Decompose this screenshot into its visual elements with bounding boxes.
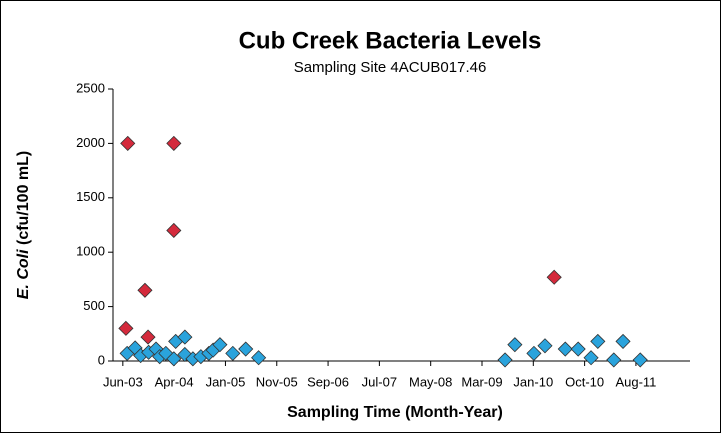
chart-subtitle: Sampling Site 4ACUB017.46 [294, 59, 487, 76]
data-point [166, 351, 182, 367]
data-point [570, 341, 586, 357]
x-tick-label: Jun-03 [103, 374, 143, 389]
x-tick-label: Jul-07 [362, 374, 397, 389]
x-tick-label: Jan-05 [206, 374, 246, 389]
data-point [251, 350, 267, 366]
data-point [166, 222, 182, 239]
x-axis-title: Sampling Time (Month-Year) [287, 404, 503, 421]
y-tick-label: 500 [83, 298, 105, 313]
x-tick-label: Mar-09 [461, 374, 502, 389]
x-tick-label: Apr-04 [155, 374, 194, 389]
data-point [507, 337, 523, 353]
data-point [526, 345, 542, 361]
x-tick-label: Jan-10 [513, 374, 553, 389]
data-point [212, 337, 228, 353]
data-point [225, 345, 241, 361]
x-tick-label: Nov-05 [256, 374, 298, 389]
data-point [537, 338, 553, 354]
data-point [137, 282, 153, 298]
data-point [140, 329, 156, 345]
x-tick-label: May-08 [409, 374, 452, 389]
x-tick-label: Aug-11 [615, 374, 656, 389]
y-tick-label: 1000 [76, 244, 105, 259]
data-point [177, 329, 193, 345]
y-tick-label: 1500 [76, 189, 105, 204]
data-point [590, 333, 606, 349]
data-point [166, 135, 182, 151]
data-point [583, 350, 599, 366]
data-point [606, 352, 622, 368]
data-point [120, 135, 136, 151]
y-tick-label: 0 [98, 352, 105, 367]
data-point [158, 345, 174, 361]
y-axis-title-italic: E. Coli [15, 249, 32, 299]
data-point [546, 269, 562, 285]
x-tick-label: Sep-06 [307, 374, 349, 389]
y-tick-label: 2500 [76, 80, 105, 95]
data-point [238, 341, 254, 357]
data-point [118, 320, 134, 336]
y-axis-title: E. Coli (cfu/100 mL) [15, 151, 32, 299]
data-point [632, 352, 648, 368]
chart-title: Cub Creek Bacteria Levels [239, 27, 542, 54]
data-point [615, 333, 631, 349]
y-axis-title-unit: (cfu/100 mL) [15, 151, 32, 245]
data-point [177, 346, 193, 363]
data-point [557, 341, 573, 357]
data-point [497, 352, 513, 368]
x-tick-label: Oct-10 [565, 374, 604, 389]
y-tick-label: 2000 [76, 135, 105, 150]
